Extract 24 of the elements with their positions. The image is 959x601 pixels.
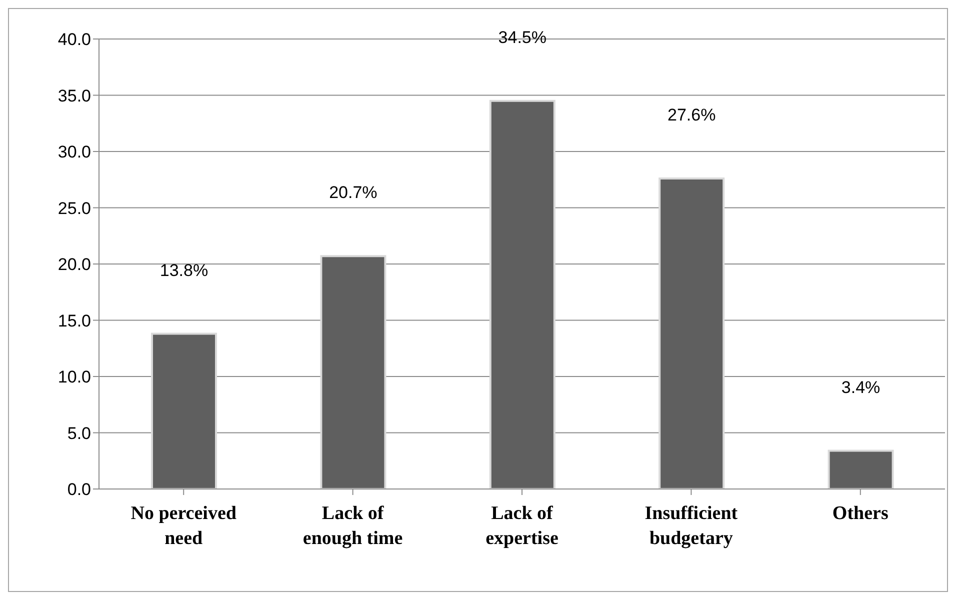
y-tick-label: 5.0 <box>67 424 91 443</box>
data-label: 3.4% <box>841 378 880 397</box>
x-tick-label: Others <box>832 503 888 524</box>
data-label: 13.8% <box>160 260 208 280</box>
data-label: 27.6% <box>668 106 716 124</box>
bar <box>151 332 217 489</box>
x-tick-label: Lack of enough time <box>302 503 403 549</box>
y-tick-label: 25.0 <box>58 198 91 218</box>
bar <box>828 450 894 489</box>
x-tick-label: No perceived need <box>130 503 237 549</box>
data-label: 34.5% <box>498 28 546 47</box>
data-label: 20.7% <box>329 183 378 202</box>
y-tick-label: 10.0 <box>58 368 91 387</box>
y-tick-label: 15.0 <box>58 311 91 330</box>
y-tick-label: 40.0 <box>58 30 91 50</box>
y-tick-label: 30.0 <box>58 142 91 162</box>
x-tick-label: Lack of expertise <box>486 503 558 549</box>
bar <box>489 100 556 489</box>
y-tick-label: 35.0 <box>58 86 91 106</box>
y-tick-label: 20.0 <box>58 255 91 274</box>
bar <box>658 178 725 489</box>
y-tick-label: 0.0 <box>67 480 91 500</box>
bar <box>320 255 386 489</box>
x-tick-label: Insufficient budgetary <box>644 503 738 549</box>
